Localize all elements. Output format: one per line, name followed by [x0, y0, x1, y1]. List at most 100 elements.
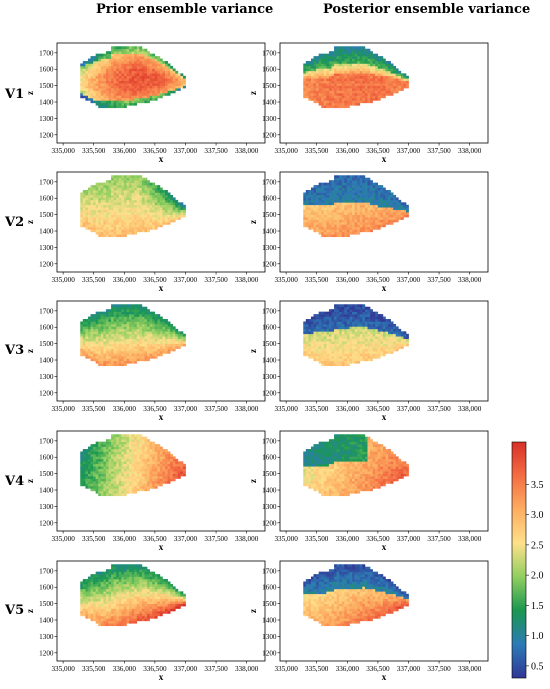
- heatmap-cell: [395, 75, 399, 79]
- heatmap-cell: [341, 48, 345, 52]
- heatmap-cell: [331, 333, 335, 337]
- heatmap-cell: [303, 75, 307, 79]
- heatmap-cell: [357, 192, 361, 196]
- heatmap-cell: [400, 85, 404, 89]
- heatmap-cell: [103, 461, 107, 465]
- heatmap-cell: [334, 78, 337, 82]
- heatmap-cell: [141, 51, 145, 54]
- heatmap-cell: [129, 46, 132, 50]
- heatmap-cell: [323, 353, 327, 357]
- heatmap-cell: [129, 185, 132, 188]
- heatmap-cell: [370, 182, 373, 186]
- heatmap-cell: [318, 88, 322, 91]
- heatmap-cell: [349, 51, 353, 54]
- heatmap-cell: [152, 331, 156, 335]
- heatmap-cell: [167, 63, 171, 67]
- heatmap-cell: [331, 314, 335, 317]
- heatmap-cell: [134, 97, 138, 101]
- heatmap-cell: [326, 85, 330, 89]
- heatmap-cell: [95, 95, 99, 99]
- heatmap-cell: [172, 88, 176, 91]
- heatmap-cell: [85, 226, 89, 230]
- heatmap-cell: [339, 336, 343, 340]
- heatmap-cell: [118, 326, 122, 330]
- heatmap-cell: [349, 192, 353, 196]
- heatmap-cell: [310, 222, 314, 225]
- heatmap-cell: [395, 207, 399, 211]
- heatmap-cell: [393, 83, 397, 86]
- heatmap-cell: [400, 204, 404, 208]
- heatmap-cell: [323, 78, 327, 82]
- heatmap-cell: [175, 202, 179, 206]
- heatmap-cell: [152, 70, 156, 74]
- heatmap-cell: [134, 204, 138, 208]
- heatmap-cell: [149, 224, 153, 228]
- heatmap-cell: [159, 63, 163, 67]
- heatmap-cell: [159, 197, 163, 201]
- heatmap-cell: [152, 63, 156, 67]
- heatmap-cell: [93, 187, 96, 191]
- heatmap-cell: [93, 199, 96, 203]
- heatmap-cell: [390, 93, 394, 96]
- heatmap-cell: [331, 68, 335, 72]
- heatmap-cell: [352, 199, 355, 203]
- heatmap-cell: [141, 53, 145, 57]
- heatmap-cell: [144, 214, 148, 218]
- heatmap-cell: [377, 97, 381, 101]
- heatmap-cell: [308, 63, 312, 67]
- heatmap-cell: [308, 75, 312, 79]
- x-tick-label: 335,000: [51, 147, 75, 155]
- heatmap-cell: [344, 202, 348, 206]
- heatmap-cell: [113, 363, 117, 367]
- heatmap-cell: [346, 360, 350, 364]
- heatmap-cell: [375, 88, 379, 91]
- heatmap-cell: [377, 58, 381, 62]
- heatmap-cell: [339, 190, 343, 193]
- heatmap-cell: [108, 209, 112, 213]
- heatmap-cell: [98, 355, 102, 359]
- heatmap-cell: [398, 202, 402, 206]
- heatmap-cell: [334, 204, 337, 208]
- heatmap-cell: [105, 197, 109, 201]
- heatmap-cell: [354, 336, 358, 340]
- heatmap-cell: [157, 351, 161, 354]
- heatmap-cell: [328, 219, 332, 223]
- heatmap-cell: [121, 180, 125, 183]
- heatmap-cell: [323, 190, 327, 193]
- heatmap-cell: [152, 85, 156, 89]
- heatmap-cell: [393, 73, 397, 77]
- heatmap-cell: [344, 197, 348, 201]
- heatmap-cell: [170, 68, 174, 72]
- heatmap-cell: [154, 88, 158, 91]
- heatmap-cell: [93, 483, 96, 487]
- heatmap-cell: [157, 93, 161, 96]
- heatmap-cell: [103, 488, 107, 492]
- heatmap-cell: [364, 331, 368, 335]
- heatmap-cell: [167, 83, 171, 86]
- heatmap-cell: [116, 78, 120, 82]
- heatmap-cell: [129, 63, 132, 67]
- heatmap-cell: [165, 85, 168, 89]
- heatmap-cell: [95, 478, 99, 482]
- heatmap-cell: [308, 333, 312, 337]
- heatmap-cell: [354, 78, 358, 82]
- heatmap-cell: [131, 217, 135, 220]
- heatmap-cell: [336, 336, 340, 340]
- heatmap-cell: [154, 338, 158, 342]
- heatmap-cell: [152, 65, 156, 69]
- heatmap-cell: [98, 485, 102, 489]
- heatmap-cell: [326, 75, 330, 79]
- heatmap-cell: [147, 222, 150, 225]
- heatmap-cell: [352, 311, 355, 315]
- heatmap-cell: [334, 48, 337, 52]
- heatmap-cell: [98, 323, 102, 327]
- heatmap-cell: [328, 338, 332, 342]
- heatmap-cell: [339, 102, 343, 106]
- heatmap-cell: [388, 197, 391, 201]
- heatmap-cell: [95, 61, 99, 64]
- heatmap-cell: [362, 304, 366, 308]
- heatmap-cell: [349, 226, 353, 230]
- heatmap-cell: [352, 316, 355, 320]
- heatmap-cell: [372, 90, 376, 94]
- heatmap-cell: [105, 58, 109, 62]
